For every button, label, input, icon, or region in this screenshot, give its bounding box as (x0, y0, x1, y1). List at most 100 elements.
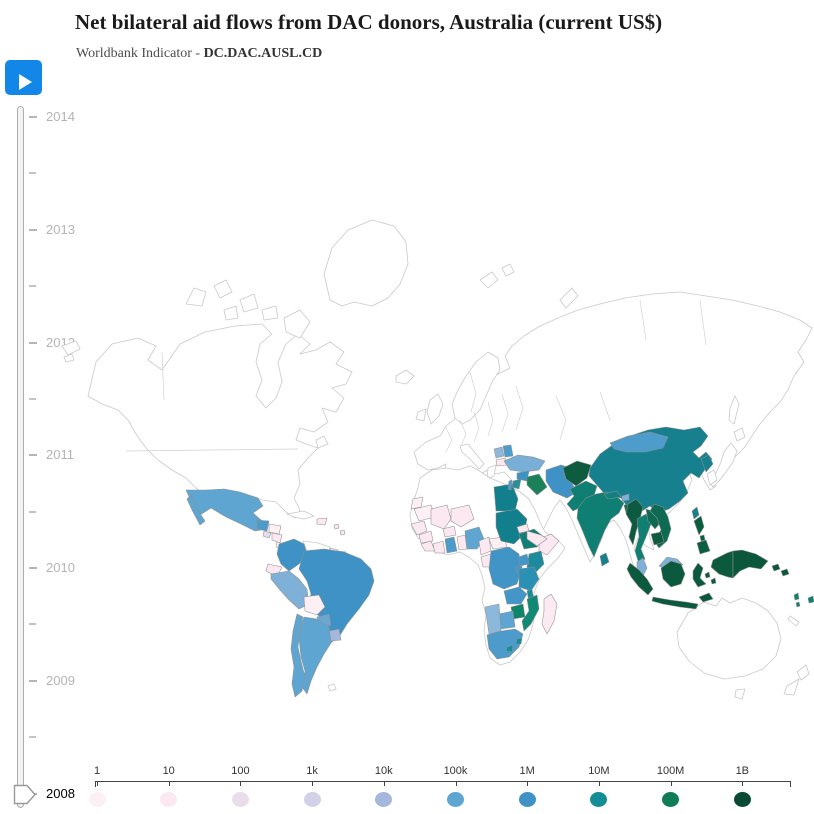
legend-label-100M: 100M (656, 765, 685, 777)
country-guinea[interactable] (418, 530, 434, 544)
timeline-handle[interactable] (13, 784, 37, 805)
tasmania (734, 688, 746, 700)
legend-label-100k: 100k (443, 765, 468, 777)
country-peru[interactable] (270, 570, 310, 610)
country-tanzania[interactable] (518, 566, 540, 592)
country-indonesia-sumatra[interactable] (626, 562, 654, 596)
legend-swatch-100k (447, 792, 464, 807)
country-mexico-baja[interactable] (186, 494, 206, 526)
country-argentina[interactable] (298, 616, 332, 695)
country-el-salvador[interactable] (262, 530, 272, 539)
country-nepal[interactable] (603, 490, 622, 500)
country-mali[interactable] (430, 504, 452, 530)
timeline-year-2013[interactable]: 2013 (46, 221, 75, 237)
legend-tick (240, 781, 242, 786)
timeline-minor-tick (29, 510, 36, 513)
north-america-landmass (87, 323, 353, 519)
australia (676, 597, 782, 680)
country-botswana[interactable] (498, 610, 516, 630)
country-north-korea[interactable] (700, 454, 714, 473)
page-title: Net bilateral aid flows from DAC donors,… (75, 10, 663, 34)
country-honduras[interactable] (268, 523, 282, 535)
scandinavia (451, 351, 501, 425)
country-serbia[interactable] (502, 444, 514, 458)
country-senegal[interactable] (410, 520, 428, 536)
country-papua-new-guinea[interactable] (732, 549, 769, 579)
us-canada-border (125, 351, 299, 452)
timeline-year-2009[interactable]: 2009 (46, 672, 75, 688)
legend-tick (168, 781, 170, 786)
country-western-sahara[interactable] (410, 496, 424, 510)
country-indonesia-java[interactable] (651, 596, 699, 610)
country-cote-divoire[interactable] (432, 540, 446, 554)
legend-tick (742, 781, 744, 786)
country-chile[interactable] (290, 613, 306, 698)
country-colombia[interactable] (276, 538, 308, 572)
country-burkina-faso[interactable] (442, 525, 457, 538)
country-south-africa[interactable] (486, 628, 524, 660)
timeline-year-2010[interactable]: 2010 (46, 560, 75, 575)
europe-borders (445, 299, 707, 453)
country-jordan[interactable] (511, 478, 522, 490)
country-bosnia[interactable] (493, 446, 505, 459)
country-ghana[interactable] (444, 536, 458, 554)
timeline-track[interactable] (17, 106, 24, 808)
falkland-islands (327, 683, 337, 692)
country-timor-leste[interactable] (698, 592, 714, 603)
legend-label-10M: 10M (588, 765, 610, 777)
country-iraq[interactable] (526, 473, 548, 496)
country-egypt[interactable] (493, 483, 519, 512)
country-niger[interactable] (450, 504, 475, 528)
country-sri-lanka[interactable] (599, 552, 610, 567)
timeline-tick (29, 567, 37, 569)
country-indonesia-maluku[interactable] (704, 571, 717, 585)
country-madagascar[interactable] (541, 593, 558, 635)
country-fiji[interactable] (807, 595, 814, 604)
country-zambia[interactable] (503, 586, 528, 605)
country-caribbean-islands[interactable] (333, 523, 346, 536)
legend-axis (95, 781, 791, 782)
country-dr-congo[interactable] (488, 546, 522, 590)
newfoundland (315, 435, 329, 449)
timeline-year-2014[interactable]: 2014 (46, 109, 75, 124)
country-turkey[interactable] (503, 454, 546, 473)
country-mozambique[interactable] (521, 594, 540, 632)
country-afghanistan[interactable] (562, 460, 592, 487)
country-vietnam[interactable] (649, 503, 672, 549)
south-korea (706, 469, 718, 486)
country-mongolia[interactable] (609, 431, 669, 453)
country-nicaragua[interactable] (271, 532, 283, 544)
country-swaziland[interactable] (515, 637, 523, 645)
country-myanmar[interactable] (625, 498, 644, 546)
country-israel[interactable] (507, 479, 513, 491)
country-solomon-islands[interactable] (771, 563, 790, 577)
country-philippines[interactable] (693, 515, 711, 555)
country-cambodia[interactable] (650, 531, 665, 546)
country-taiwan[interactable] (691, 506, 700, 520)
legend-swatch-10 (160, 792, 178, 807)
country-hispaniola[interactable] (316, 517, 328, 526)
country-indonesia-sulawesi[interactable] (692, 562, 707, 588)
legend-swatch-100 (231, 792, 249, 807)
greenland (323, 219, 409, 307)
country-yemen[interactable] (526, 530, 548, 547)
legend-swatch-10M (590, 792, 608, 807)
country-bolivia[interactable] (303, 594, 326, 616)
country-guatemala[interactable] (256, 519, 270, 532)
country-india[interactable] (576, 491, 625, 558)
timeline-year-2008[interactable]: 2008 (46, 785, 75, 801)
timeline-year-2011[interactable]: 2011 (46, 447, 74, 463)
country-uganda[interactable] (518, 553, 530, 567)
japan (709, 427, 746, 488)
country-lesotho[interactable] (505, 644, 514, 653)
legend-label-1k: 1k (306, 765, 318, 777)
country-vanuatu[interactable] (793, 592, 801, 608)
legend-tick (527, 781, 529, 786)
country-indonesia-papua[interactable] (710, 550, 734, 579)
play-icon (19, 74, 32, 90)
play-button[interactable] (5, 60, 42, 95)
country-indonesia-kalimantan[interactable] (660, 560, 686, 588)
legend-tick (670, 781, 672, 786)
country-bhutan[interactable] (621, 493, 630, 502)
